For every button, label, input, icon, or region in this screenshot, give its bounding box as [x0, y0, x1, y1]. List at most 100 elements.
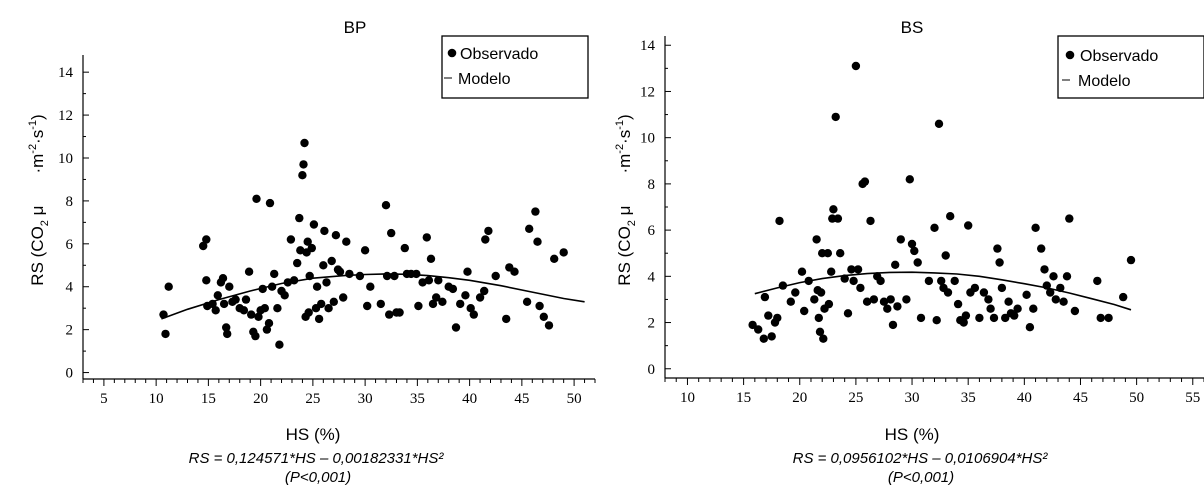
x-tick-label-bs: 15 — [736, 390, 751, 406]
data-point-bs — [1049, 272, 1057, 280]
y-tick-label-bp: 0 — [66, 366, 74, 382]
data-point-bp — [395, 308, 403, 316]
y-tick-label-bs: 8 — [648, 177, 656, 193]
data-point-bp — [317, 300, 325, 308]
chart-panel-bp: BP 0 2 4 6 8 10 12 14 5 10 15 20 25 30 35 40 45 50 RS (CO… — [27, 18, 595, 486]
data-point-bp — [300, 139, 308, 147]
data-point-bs — [1040, 265, 1048, 273]
x-tick-label-bp: 45 — [514, 391, 529, 407]
data-point-bp — [219, 274, 227, 282]
x-tick-label-bs: 10 — [680, 390, 695, 406]
data-point-bs — [1056, 284, 1064, 292]
data-point-bp — [299, 160, 307, 168]
data-point-bs — [917, 314, 925, 322]
data-point-bs — [787, 298, 795, 306]
data-point-bs — [1097, 314, 1105, 322]
data-point-bs — [834, 214, 842, 222]
data-point-bp — [281, 291, 289, 299]
data-point-bs — [844, 309, 852, 317]
data-point-bs — [829, 205, 837, 213]
data-point-bs — [1052, 295, 1060, 303]
data-point-bs — [824, 249, 832, 257]
y-tick-label-bp: 12 — [58, 108, 73, 124]
data-point-bp — [427, 255, 435, 263]
data-point-bp — [265, 319, 273, 327]
y-tick-label-bs: 12 — [640, 84, 655, 100]
data-point-bp — [560, 248, 568, 256]
x-tick-label-bp: 10 — [149, 391, 164, 407]
data-point-bp — [390, 272, 398, 280]
data-point-bs — [990, 314, 998, 322]
data-point-bp — [319, 261, 327, 269]
data-point-bs — [827, 268, 835, 276]
data-point-bs — [841, 274, 849, 282]
data-point-bs — [986, 305, 994, 313]
data-point-bp — [510, 268, 518, 276]
data-point-bp — [242, 295, 250, 303]
y-tick-label-bs: 0 — [648, 362, 656, 378]
svg-text:RS (CO2 μ·m-2·s-1): RS (CO2 μ·m-2·s-1) — [27, 114, 51, 285]
data-point-bp — [212, 306, 220, 314]
y-tick-label-bs: 14 — [640, 38, 656, 54]
data-point-bs — [764, 311, 772, 319]
data-point-bp — [310, 220, 318, 228]
data-point-bs — [933, 316, 941, 324]
data-point-bs — [1104, 314, 1112, 322]
data-point-bs — [980, 288, 988, 296]
legend-marker-observado-bs — [1066, 51, 1075, 60]
data-point-bs — [1026, 323, 1034, 331]
x-tick-label-bs: 55 — [1185, 390, 1200, 406]
x-tick-label-bp: 5 — [100, 391, 108, 407]
data-point-bp — [159, 310, 167, 318]
data-point-bs — [812, 235, 820, 243]
data-point-bp — [531, 207, 539, 215]
data-point-bp — [165, 283, 173, 291]
y-tick-label-bs: 2 — [648, 316, 656, 332]
data-point-bs — [1037, 244, 1045, 252]
data-point-bs — [944, 288, 952, 296]
data-point-bs — [1004, 298, 1012, 306]
data-point-bs — [856, 284, 864, 292]
legend-bp: Observado Modelo — [442, 36, 588, 98]
data-point-bp — [202, 276, 210, 284]
data-point-bs — [1063, 272, 1071, 280]
data-point-bp — [332, 231, 340, 239]
data-point-bp — [290, 276, 298, 284]
data-point-bp — [268, 283, 276, 291]
x-tick-label-bs: 45 — [1073, 390, 1088, 406]
data-point-bp — [382, 201, 390, 209]
data-point-bp — [247, 310, 255, 318]
data-point-bs — [1046, 288, 1054, 296]
data-point-bp — [452, 323, 460, 331]
data-point-bp — [339, 293, 347, 301]
significance-bp: (P<0,001) — [285, 469, 351, 486]
data-point-bs — [817, 288, 825, 296]
data-point-bs — [893, 302, 901, 310]
x-axis-label-bs: HS (%) — [885, 425, 940, 444]
data-point-bp — [502, 315, 510, 323]
data-point-bs — [849, 277, 857, 285]
data-point-bp — [287, 235, 295, 243]
data-point-bs — [798, 268, 806, 276]
data-point-bp — [270, 270, 278, 278]
data-point-bp — [423, 233, 431, 241]
legend-label-observado-bs: Observado — [1080, 48, 1158, 65]
data-point-bs — [825, 300, 833, 308]
data-point-bp — [361, 246, 369, 254]
y-tick-label-bp: 6 — [66, 237, 74, 253]
x-tick-label-bs: 35 — [961, 390, 976, 406]
data-point-bp — [484, 227, 492, 235]
x-tick-label-bs: 50 — [1129, 390, 1144, 406]
data-point-bp — [401, 244, 409, 252]
data-point-bs — [1093, 277, 1101, 285]
data-point-bs — [971, 284, 979, 292]
data-point-bp — [273, 304, 281, 312]
plot-area-bp: 0 2 4 6 8 10 12 14 5 10 15 20 25 30 35 40 45 50 — [58, 55, 595, 407]
data-point-bs — [810, 295, 818, 303]
data-point-bs — [852, 62, 860, 70]
data-point-bp — [523, 298, 531, 306]
data-point-bs — [889, 321, 897, 329]
data-point-bs — [946, 212, 954, 220]
data-point-bs — [819, 335, 827, 343]
x-tick-label-bp: 40 — [462, 391, 477, 407]
